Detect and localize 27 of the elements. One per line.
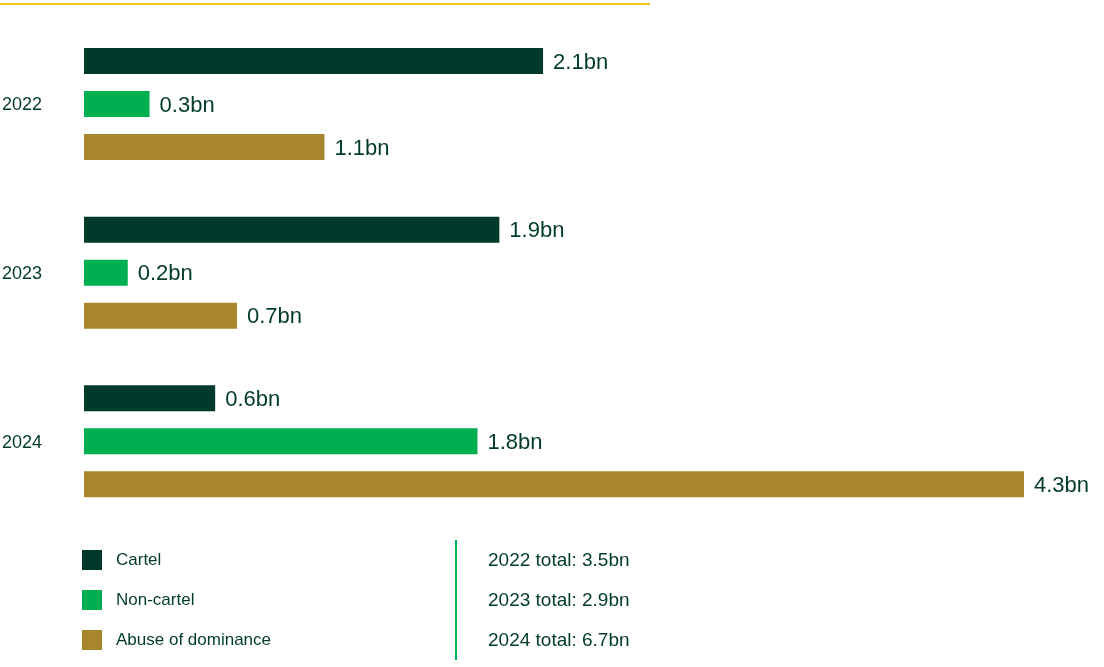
bar xyxy=(84,302,238,329)
text: 2023 total: 2.9bn xyxy=(488,588,630,612)
bar xyxy=(84,48,544,74)
bar xyxy=(84,385,216,412)
data-label: 0.6bn xyxy=(225,385,281,411)
bar xyxy=(84,134,325,160)
bar xyxy=(84,471,1024,498)
bar xyxy=(84,216,500,243)
bar xyxy=(84,259,128,286)
text: 2024 total: 6.7bn xyxy=(488,628,630,652)
data-label: 0.7bn xyxy=(247,303,303,329)
data-label: 0.2bn xyxy=(137,260,193,286)
y-tick-label: 2023 xyxy=(2,263,43,283)
bar xyxy=(84,91,150,117)
legend-label: Abuse of dominance xyxy=(116,630,271,650)
data-label: 1.1bn xyxy=(334,134,390,160)
data-label: 0.3bn xyxy=(159,91,215,117)
bar xyxy=(84,428,478,455)
y-tick-label: 2024 xyxy=(2,431,43,452)
data-label: 4.3bn xyxy=(1034,471,1090,497)
legend-label: Non-cartel xyxy=(116,590,195,610)
text: 2022 total: 3.5bn xyxy=(488,548,630,572)
data-label: 1.9bn xyxy=(509,217,565,243)
data-label: 1.8bn xyxy=(487,428,543,454)
legend-label: Cartel xyxy=(116,550,162,570)
data-label: 2.1bn xyxy=(553,48,609,74)
y-tick-label: 2022 xyxy=(2,94,43,115)
